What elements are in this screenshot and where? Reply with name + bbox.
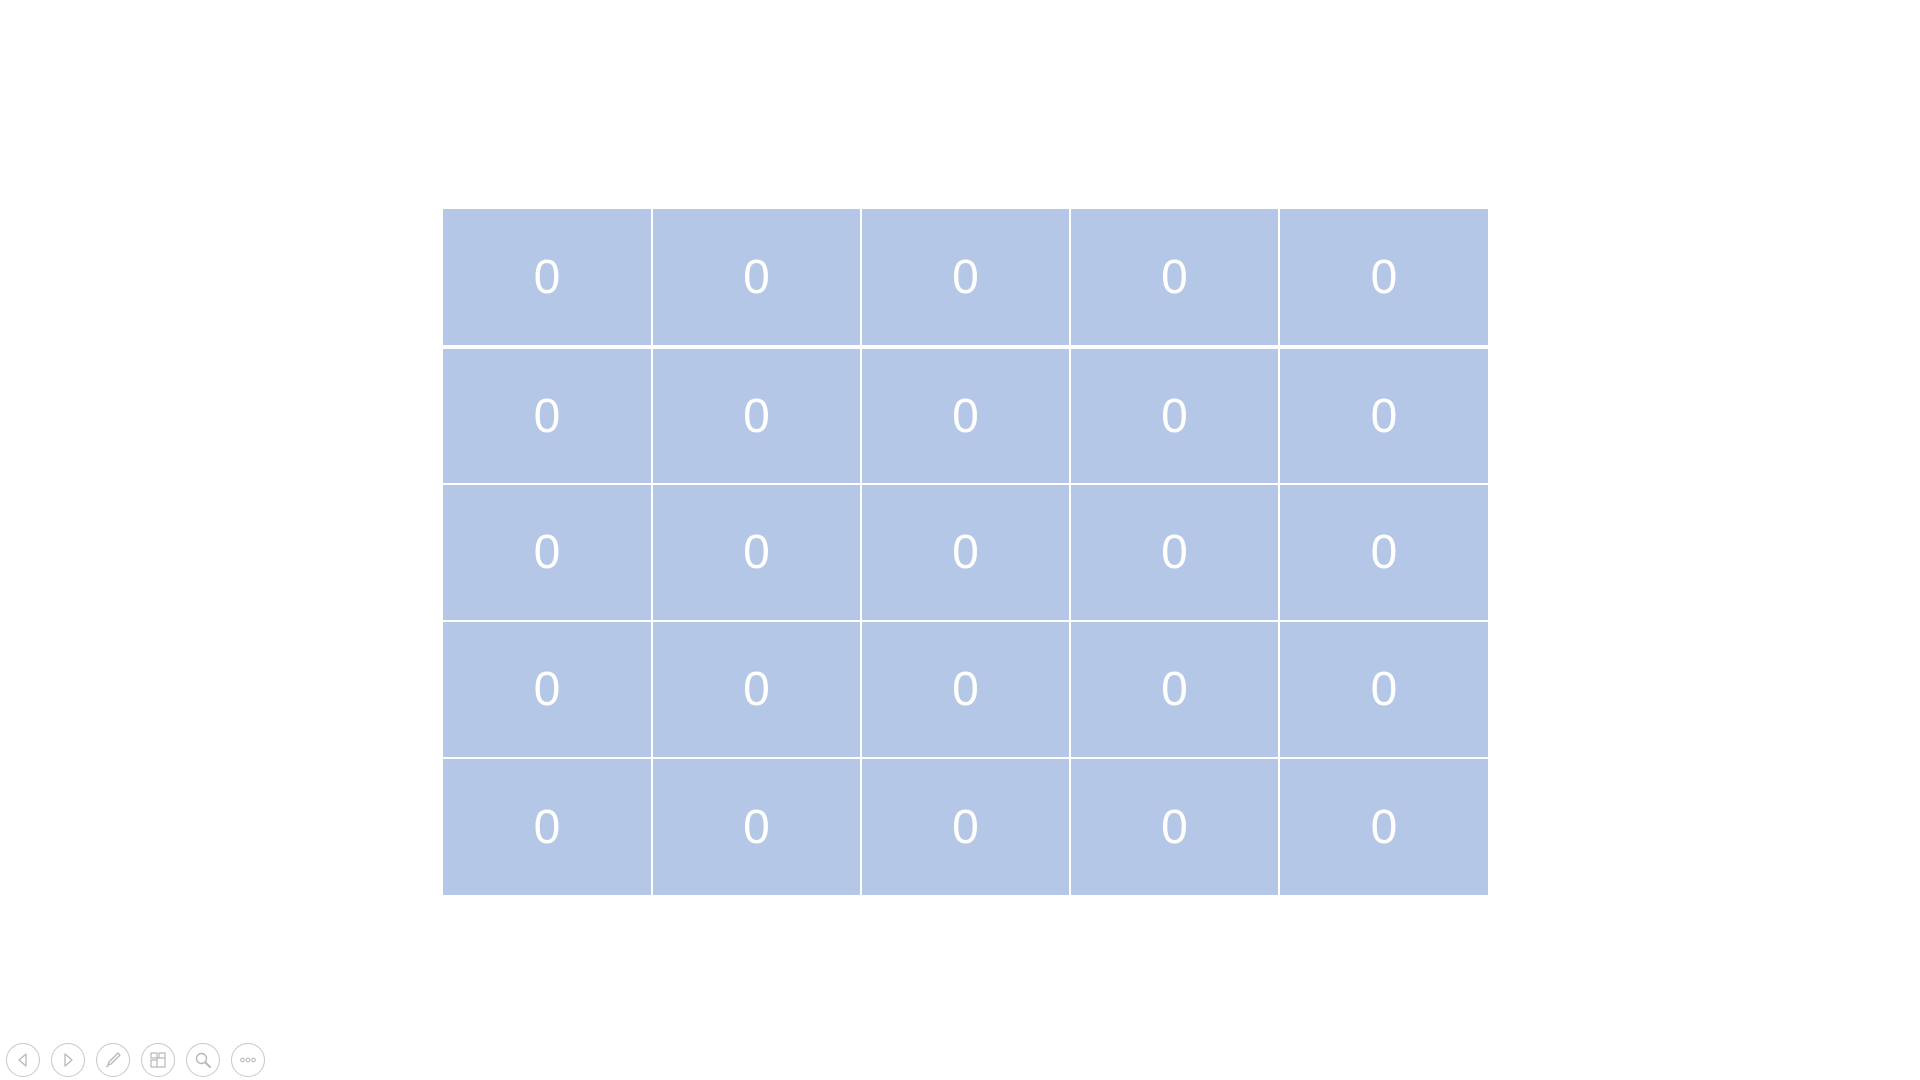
table-cell: 0 <box>1278 209 1488 348</box>
table-cell: 0 <box>651 483 862 622</box>
table-cell: 0 <box>1278 483 1488 622</box>
arrow-right-icon <box>64 1053 73 1067</box>
arrow-left-icon <box>18 1053 27 1067</box>
table-cell: 0 <box>443 483 653 622</box>
table-cell: 0 <box>1069 209 1280 348</box>
previous-slide-button[interactable] <box>6 1043 40 1077</box>
zoom-button[interactable] <box>186 1043 220 1077</box>
table-cell: 0 <box>1278 757 1488 895</box>
table-cell: 0 <box>651 346 862 485</box>
table-cell: 0 <box>443 209 653 348</box>
table-cell: 0 <box>860 483 1071 622</box>
table-cell: 0 <box>651 209 862 348</box>
magnifier-icon <box>195 1052 211 1068</box>
table-cell: 0 <box>651 757 862 895</box>
table-cell: 0 <box>1069 346 1280 485</box>
table-cell: 0 <box>860 620 1071 759</box>
table-cell: 0 <box>860 757 1071 895</box>
next-slide-button[interactable] <box>51 1043 85 1077</box>
table-cell: 0 <box>1278 346 1488 485</box>
table-cell: 0 <box>1069 620 1280 759</box>
table-cell: 0 <box>860 346 1071 485</box>
table-cell: 0 <box>443 757 653 895</box>
table-cell: 0 <box>443 620 653 759</box>
slides-grid-icon <box>150 1052 166 1068</box>
table-cell: 0 <box>1069 757 1280 895</box>
table-cell: 0 <box>1278 620 1488 759</box>
table-cell: 0 <box>443 346 653 485</box>
more-options-button[interactable] <box>231 1043 265 1077</box>
see-all-slides-button[interactable] <box>141 1043 175 1077</box>
ellipsis-icon <box>240 1057 256 1063</box>
slideshow-controls <box>6 1043 265 1077</box>
table-cell: 0 <box>860 209 1071 348</box>
pen-icon <box>105 1052 121 1068</box>
table-cell: 0 <box>651 620 862 759</box>
table-cell: 0 <box>1069 483 1280 622</box>
pen-tool-button[interactable] <box>96 1043 130 1077</box>
